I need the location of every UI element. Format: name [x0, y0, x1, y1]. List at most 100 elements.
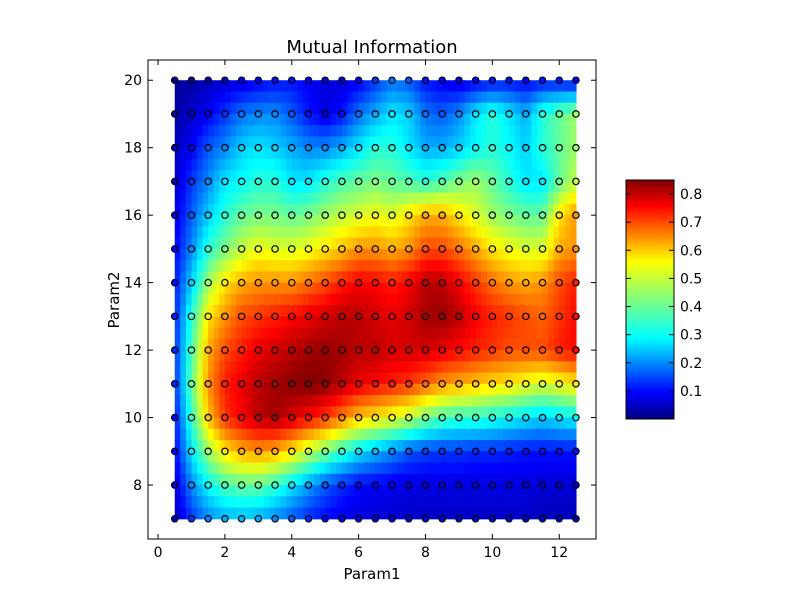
heatmap-cell [492, 350, 499, 362]
heatmap-cell [230, 350, 237, 362]
heatmap-cell [336, 417, 343, 430]
heatmap-cell [202, 260, 209, 272]
heatmap-cell [486, 248, 493, 261]
heatmap-cell [514, 226, 521, 239]
heatmap-cell [236, 327, 243, 340]
heatmap-cell [486, 462, 493, 475]
heatmap-cell [180, 316, 187, 329]
heatmap-cell [297, 451, 304, 464]
heatmap-cell [308, 260, 315, 272]
heatmap-cell [380, 395, 388, 407]
sample-point [338, 278, 346, 287]
sample-point [271, 380, 279, 388]
heatmap-cell [564, 125, 571, 138]
heatmap-cell [302, 91, 310, 104]
heatmap-cell [509, 395, 516, 407]
heatmap-cell [224, 496, 232, 509]
heatmap-cell [364, 451, 371, 464]
heatmap-cell [375, 125, 382, 138]
heatmap-cell [241, 350, 248, 362]
heatmap-cell [559, 136, 566, 149]
heatmap-cell [185, 372, 193, 385]
heatmap-cell [425, 406, 432, 419]
heatmap-cell [486, 260, 493, 272]
heatmap-cell [174, 80, 181, 93]
heatmap-cell [509, 327, 516, 340]
heatmap-cell [525, 440, 532, 452]
heatmap-cell [570, 282, 577, 295]
heatmap-cell [436, 203, 443, 216]
heatmap-cell [531, 383, 538, 396]
sample-point [538, 380, 547, 388]
x-axis-label: Param1 [343, 565, 400, 583]
heatmap-cell [180, 338, 187, 351]
heatmap-cell [464, 125, 471, 138]
heatmap-cell [202, 395, 209, 407]
heatmap-cell [553, 203, 560, 216]
heatmap-cell [453, 158, 460, 171]
heatmap-cell [442, 496, 449, 509]
sample-point [221, 211, 229, 219]
heatmap-cell [447, 260, 454, 272]
heatmap-cell [213, 383, 220, 396]
heatmap-cell [392, 158, 399, 171]
heatmap-cell [286, 305, 293, 317]
sample-point [237, 76, 246, 85]
heatmap-cell [514, 113, 521, 126]
heatmap-cell [308, 80, 315, 93]
heatmap-cell [263, 113, 271, 126]
heatmap-cell [325, 440, 332, 452]
heatmap-cell [180, 485, 187, 497]
x-tick-label: 0 [154, 545, 163, 561]
heatmap-cell [458, 170, 466, 183]
heatmap-cell [442, 147, 449, 160]
heatmap-cell [347, 361, 354, 374]
heatmap-cell [481, 383, 488, 396]
heatmap-cell [291, 170, 298, 183]
heatmap-cell [386, 327, 393, 340]
heatmap-cell [497, 428, 505, 441]
sample-point [187, 312, 196, 321]
heatmap-cell [252, 80, 259, 93]
heatmap-cell [470, 282, 477, 295]
sample-point [354, 278, 363, 287]
heatmap-cell [191, 80, 198, 93]
heatmap-cell [275, 327, 282, 340]
heatmap-cell [330, 248, 337, 261]
heatmap-cell [509, 136, 516, 149]
heatmap-cell [263, 282, 271, 295]
heatmap-cell [191, 125, 198, 138]
sample-point [271, 346, 279, 354]
heatmap-cell [269, 406, 276, 419]
heatmap-cell [364, 237, 371, 250]
heatmap-cell [202, 406, 209, 419]
heatmap-cell [486, 383, 493, 396]
heatmap-cell [191, 260, 198, 272]
heatmap-cell [191, 293, 198, 306]
sample-point [287, 346, 296, 354]
heatmap-cell [570, 113, 577, 126]
heatmap-cell [174, 237, 181, 250]
sample-point [287, 177, 296, 186]
heatmap-cell [458, 462, 466, 475]
heatmap-cell [202, 305, 209, 317]
sample-point [271, 481, 279, 489]
heatmap-cell [375, 113, 382, 126]
sample-point [354, 76, 363, 85]
heatmap-cell [286, 215, 293, 228]
heatmap-cell [408, 158, 415, 171]
heatmap-cell [447, 80, 454, 93]
heatmap-cell [470, 462, 477, 475]
heatmap-cell [492, 485, 499, 497]
heatmap-cell [492, 372, 499, 385]
heatmap-cell [392, 473, 399, 486]
heatmap-cell [475, 372, 482, 385]
heatmap-cell [481, 305, 488, 317]
heatmap-cell [548, 338, 555, 351]
heatmap-cell [497, 361, 505, 374]
heatmap-cell [553, 215, 560, 228]
heatmap-cell [341, 496, 349, 509]
heatmap-cell [247, 462, 254, 475]
heatmap-cell [275, 417, 282, 430]
heatmap-cell [269, 473, 276, 486]
